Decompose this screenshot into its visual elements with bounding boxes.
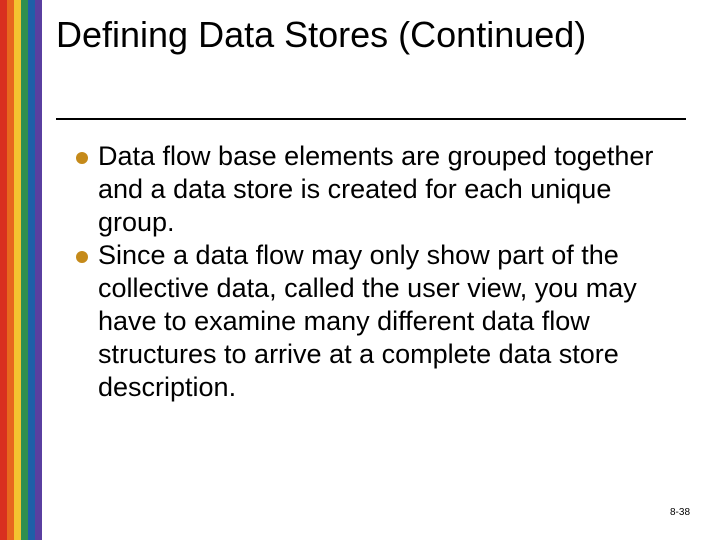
bullet-dot-icon — [76, 152, 88, 164]
stripe-col-3 — [21, 0, 28, 540]
stripe-col-2 — [14, 0, 21, 540]
title-area: Defining Data Stores (Continued) — [56, 14, 686, 55]
stripe-col-0 — [0, 0, 7, 540]
bullet-item: Data flow base elements are grouped toge… — [76, 140, 690, 239]
slide-title: Defining Data Stores (Continued) — [56, 14, 686, 55]
title-underline — [56, 118, 686, 120]
stripe-col-1 — [7, 0, 14, 540]
stripe-col-4 — [28, 0, 35, 540]
bullet-text: Since a data flow may only show part of … — [98, 239, 690, 404]
stripe-col-5 — [35, 0, 42, 540]
bullet-dot-icon — [76, 251, 88, 263]
bullet-item: Since a data flow may only show part of … — [76, 239, 690, 404]
page-number: 8-38 — [670, 507, 690, 518]
body-area: Data flow base elements are grouped toge… — [76, 140, 690, 404]
bullet-text: Data flow base elements are grouped toge… — [98, 140, 690, 239]
left-decorative-stripe — [0, 0, 42, 540]
slide: Defining Data Stores (Continued) Data fl… — [0, 0, 720, 540]
